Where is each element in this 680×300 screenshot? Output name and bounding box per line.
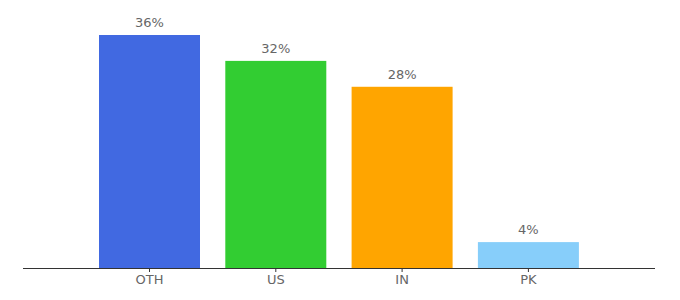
data-label: 36% — [135, 15, 164, 30]
bar — [99, 35, 200, 268]
data-label: 32% — [261, 41, 290, 56]
x-axis-line — [23, 268, 655, 269]
chart: 36% OTH 32% US 28% IN 4% PK — [0, 0, 680, 300]
data-label: 4% — [518, 222, 539, 237]
data-label: 28% — [388, 67, 417, 82]
bar — [352, 87, 453, 268]
x-tick-label: IN — [395, 272, 409, 287]
bar — [478, 242, 579, 268]
x-tick-label: OTH — [136, 272, 164, 287]
x-tick-label: US — [267, 272, 285, 287]
x-tick-label: PK — [520, 272, 537, 287]
bars — [99, 35, 579, 268]
bar — [225, 61, 326, 268]
